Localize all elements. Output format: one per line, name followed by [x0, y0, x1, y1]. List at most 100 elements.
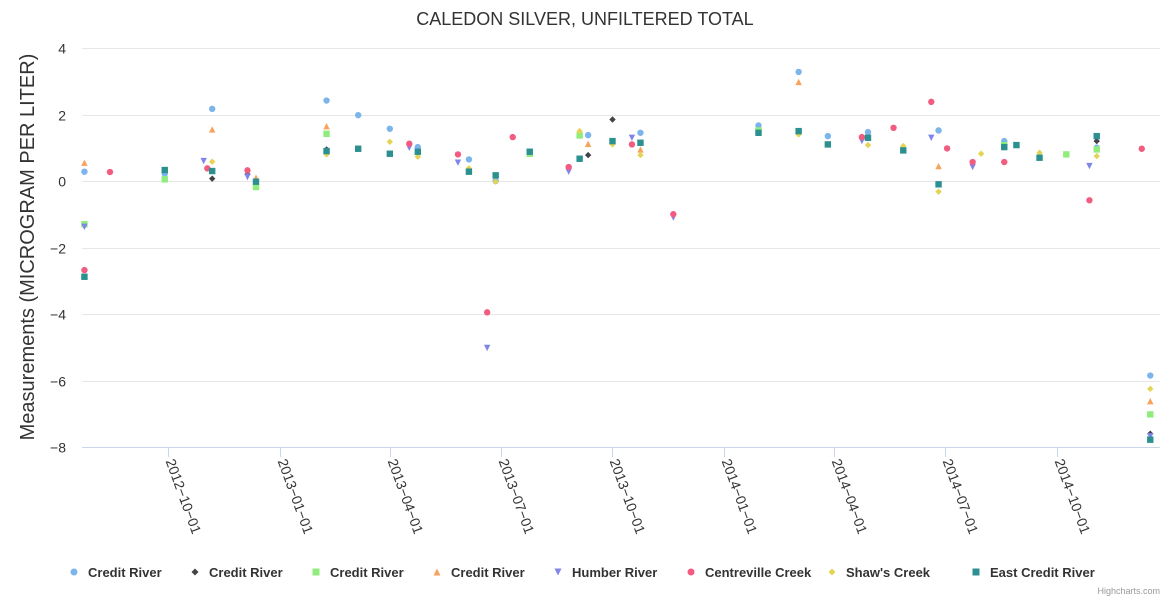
- data-point[interactable]: [208, 126, 216, 133]
- data-point[interactable]: [492, 172, 499, 179]
- data-point[interactable]: [465, 168, 473, 175]
- legend-symbol[interactable]: [687, 568, 695, 576]
- data-point[interactable]: [208, 175, 216, 182]
- data-point[interactable]: [509, 133, 516, 141]
- legend-item[interactable]: Credit River: [191, 565, 283, 580]
- legend-symbol[interactable]: [70, 568, 78, 576]
- data-point[interactable]: [864, 134, 872, 141]
- legend-item[interactable]: Centreville Creek: [687, 565, 812, 580]
- data-point[interactable]: [204, 165, 211, 172]
- data-point[interactable]: [492, 178, 499, 185]
- data-point[interactable]: [637, 151, 644, 159]
- data-point[interactable]: [609, 116, 616, 123]
- data-point[interactable]: [81, 273, 88, 280]
- data-point[interactable]: [81, 168, 88, 175]
- data-point[interactable]: [795, 127, 802, 135]
- data-point[interactable]: [935, 188, 942, 195]
- data-point[interactable]: [81, 159, 88, 166]
- data-point[interactable]: [755, 129, 762, 136]
- data-point[interactable]: [935, 127, 942, 134]
- data-point[interactable]: [795, 78, 802, 86]
- data-point[interactable]: [900, 147, 907, 154]
- legend-symbol[interactable]: [312, 568, 320, 576]
- data-point[interactable]: [208, 105, 216, 113]
- legend-item[interactable]: Credit River: [312, 565, 404, 580]
- data-point[interactable]: [935, 181, 942, 188]
- data-point[interactable]: [1036, 154, 1043, 161]
- data-point[interactable]: [584, 140, 592, 147]
- data-point[interactable]: [465, 156, 473, 163]
- data-point[interactable]: [1001, 158, 1008, 166]
- data-point[interactable]: [354, 111, 362, 119]
- legend-item[interactable]: Credit River: [433, 565, 525, 580]
- data-point[interactable]: [576, 132, 583, 139]
- data-point[interactable]: [1036, 149, 1043, 156]
- data-point[interactable]: [1063, 151, 1070, 158]
- data-point[interactable]: [1093, 152, 1100, 160]
- data-point[interactable]: [406, 140, 413, 147]
- data-point[interactable]: [200, 157, 207, 165]
- data-point[interactable]: [244, 173, 251, 181]
- data-point[interactable]: [943, 145, 951, 152]
- data-point[interactable]: [890, 124, 897, 131]
- data-point[interactable]: [1147, 411, 1154, 418]
- data-point[interactable]: [795, 68, 802, 76]
- data-point[interactable]: [414, 153, 422, 160]
- data-point[interactable]: [161, 166, 168, 174]
- data-point[interactable]: [576, 155, 583, 162]
- data-point[interactable]: [628, 134, 636, 141]
- legend-symbol[interactable]: [554, 568, 562, 576]
- legend-item[interactable]: East Credit River: [972, 565, 1095, 580]
- data-point[interactable]: [977, 150, 985, 157]
- data-point[interactable]: [637, 129, 644, 136]
- data-point[interactable]: [323, 122, 330, 130]
- data-point[interactable]: [1001, 143, 1008, 151]
- data-point[interactable]: [386, 138, 394, 145]
- data-point[interactable]: [928, 98, 935, 106]
- data-point[interactable]: [454, 159, 462, 166]
- data-point[interactable]: [1147, 385, 1154, 393]
- data-point[interactable]: [670, 211, 677, 218]
- data-point[interactable]: [1147, 433, 1154, 440]
- data-point[interactable]: [81, 223, 88, 231]
- data-point[interactable]: [386, 125, 394, 132]
- data-point[interactable]: [928, 134, 935, 141]
- data-point[interactable]: [824, 132, 832, 140]
- data-point[interactable]: [969, 158, 976, 166]
- data-point[interactable]: [106, 168, 114, 176]
- data-point[interactable]: [755, 122, 762, 129]
- data-point[interactable]: [354, 145, 362, 152]
- data-point[interactable]: [565, 163, 572, 171]
- data-point[interactable]: [1086, 197, 1093, 204]
- data-point[interactable]: [864, 128, 872, 136]
- data-point[interactable]: [483, 309, 491, 316]
- data-point[interactable]: [81, 266, 88, 274]
- data-point[interactable]: [454, 151, 462, 158]
- legend-item[interactable]: Humber River: [554, 565, 658, 580]
- data-point[interactable]: [208, 158, 216, 165]
- legend-symbol[interactable]: [972, 568, 980, 576]
- data-point[interactable]: [576, 127, 583, 135]
- data-point[interactable]: [244, 167, 251, 174]
- data-point[interactable]: [584, 151, 592, 159]
- data-point[interactable]: [969, 163, 976, 171]
- data-point[interactable]: [864, 141, 872, 149]
- data-point[interactable]: [1147, 397, 1154, 405]
- data-point[interactable]: [1138, 145, 1145, 152]
- legend-item[interactable]: Shaw's Creek: [828, 565, 931, 580]
- data-point[interactable]: [414, 148, 422, 155]
- data-point[interactable]: [637, 146, 644, 153]
- data-point[interactable]: [1147, 436, 1154, 443]
- data-point[interactable]: [526, 148, 533, 155]
- data-point[interactable]: [565, 168, 572, 175]
- data-point[interactable]: [584, 131, 592, 139]
- legend-symbol[interactable]: [191, 568, 199, 576]
- data-point[interactable]: [935, 162, 942, 170]
- data-point[interactable]: [323, 147, 330, 155]
- data-point[interactable]: [252, 183, 260, 191]
- data-point[interactable]: [208, 167, 216, 175]
- legend-item[interactable]: Credit River: [70, 565, 162, 580]
- data-point[interactable]: [1013, 141, 1020, 149]
- data-point[interactable]: [161, 176, 168, 183]
- data-point[interactable]: [386, 150, 394, 157]
